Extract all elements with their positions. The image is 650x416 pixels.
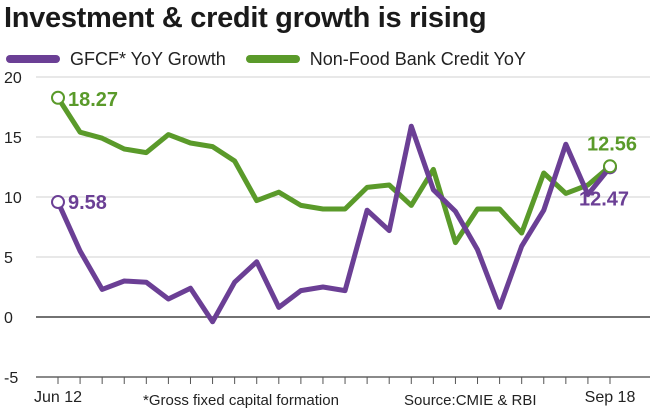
- gfcf-endpoint-marker: [51, 195, 65, 210]
- footnote-source: Source:CMIE & RBI: [404, 392, 537, 409]
- y-tick-label: 5: [4, 250, 13, 267]
- legend-swatch-credit: [245, 55, 300, 63]
- footnote-gfcf-definition: *Gross fixed capital formation: [143, 392, 339, 409]
- y-tick-label: 20: [4, 70, 22, 87]
- credit-series-line: [55, 95, 613, 246]
- credit-first-value-label: 18.27: [68, 89, 118, 111]
- legend-label-gfcf: GFCF* YoY Growth: [70, 48, 226, 69]
- gfcf-last-value-label: 12.47: [579, 188, 629, 210]
- credit-endpoint-marker: [603, 159, 617, 174]
- x-tick-label: Sep 18: [585, 389, 636, 406]
- chart-title: Investment & credit growth is rising: [4, 2, 487, 34]
- y-tick-label: 10: [4, 190, 22, 207]
- credit-last-value-label: 12.56: [587, 133, 637, 155]
- legend-label-credit: Non-Food Bank Credit YoY: [309, 48, 526, 69]
- y-tick-label: -5: [4, 370, 18, 387]
- y-tick-label: 15: [4, 130, 22, 147]
- gfcf-series-line: [55, 123, 613, 325]
- legend-item-credit: Non-Food Bank Credit YoY: [245, 48, 526, 70]
- legend-item-gfcf: GFCF* YoY Growth: [6, 49, 226, 70]
- legend: GFCF* YoY Growth Non-Food Bank Credit Yo…: [6, 46, 546, 72]
- y-tick-label: 0: [4, 310, 13, 327]
- gfcf-first-value-label: 9.58: [68, 192, 107, 214]
- x-tick-label: Jun 12: [34, 389, 82, 406]
- credit-endpoint-marker: [51, 90, 65, 105]
- legend-swatch-gfcf: [6, 55, 60, 63]
